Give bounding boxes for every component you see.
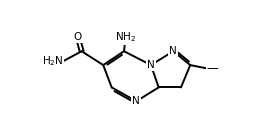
Text: N: N xyxy=(147,60,155,70)
Text: H$_2$N: H$_2$N xyxy=(41,54,63,68)
Text: O: O xyxy=(74,32,82,42)
Text: —: — xyxy=(206,62,218,75)
Text: N: N xyxy=(132,96,140,106)
Text: N: N xyxy=(169,46,177,56)
Text: NH$_2$: NH$_2$ xyxy=(115,30,136,44)
